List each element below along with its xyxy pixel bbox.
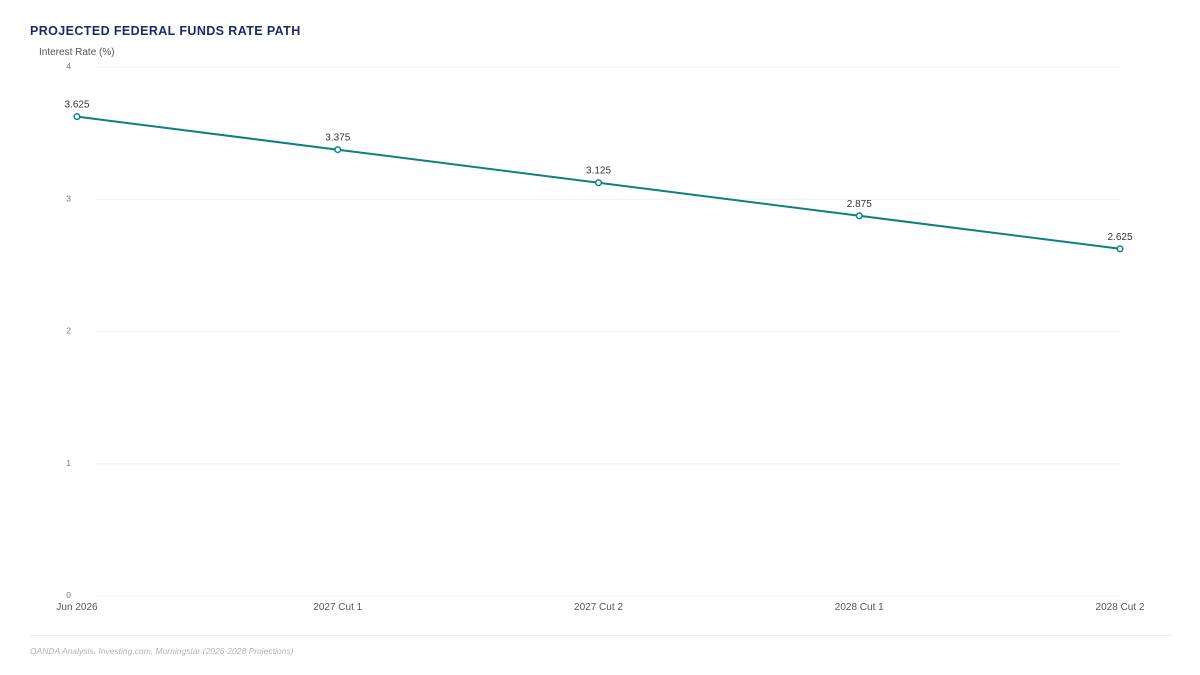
data-point — [855, 212, 863, 220]
x-axis-ticks: Jun 2026 2027 Cut 1 2027 Cut 2 2028 Cut 1 20… — [56, 602, 1144, 613]
data-label: 3.125 — [586, 166, 611, 177]
chart-title: PROJECTED FEDERAL FUNDS RATE PATH — [30, 24, 301, 38]
data-point — [594, 179, 603, 187]
x-tick-label: 2028 Cut 1 — [835, 602, 884, 613]
x-tick-label: Jun 2026 — [56, 602, 98, 613]
x-tick-label: 2027 Cut 2 — [574, 602, 623, 613]
y-tick-label: 1 — [66, 458, 71, 468]
x-tick-label: 2027 Cut 1 — [313, 602, 362, 613]
footer-divider — [30, 635, 1172, 636]
data-labels: 3.625 3.375 3.125 2.875 2.625 — [64, 100, 1132, 243]
data-label: 3.375 — [325, 133, 350, 144]
data-points — [73, 113, 1124, 253]
data-point — [1116, 245, 1124, 253]
data-point — [334, 146, 342, 154]
y-axis-ticks: 0 1 2 3 4 — [66, 61, 71, 600]
y-tick-label: 4 — [66, 61, 71, 71]
data-point — [73, 113, 81, 121]
y-tick-label: 0 — [66, 590, 71, 600]
data-label: 3.625 — [64, 100, 89, 111]
source-note: OANDA Analysis, Investing.com, Morningst… — [30, 646, 294, 656]
data-label: 2.875 — [847, 199, 872, 210]
data-label: 2.625 — [1107, 232, 1132, 243]
y-axis-label: Interest Rate (%) — [39, 47, 115, 58]
gridlines — [95, 66, 1120, 597]
y-tick-label: 2 — [66, 326, 71, 336]
y-tick-label: 3 — [66, 193, 71, 203]
x-tick-label: 2028 Cut 2 — [1096, 602, 1145, 613]
